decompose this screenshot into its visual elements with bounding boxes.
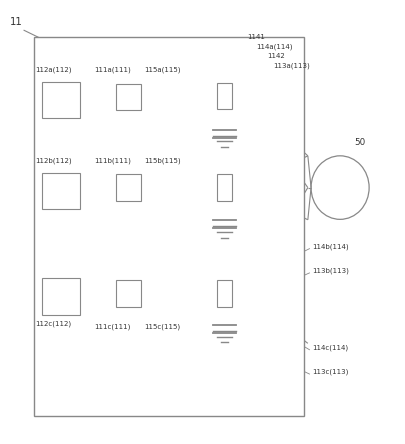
- Text: 114a(114): 114a(114): [256, 43, 292, 50]
- Bar: [42, 82, 80, 118]
- Text: 111a(111): 111a(111): [94, 67, 130, 73]
- Text: 113c(113): 113c(113): [311, 369, 347, 375]
- Text: 114c(114): 114c(114): [311, 345, 347, 351]
- Text: 115b(115): 115b(115): [144, 158, 181, 164]
- Text: 113a(113): 113a(113): [273, 63, 309, 69]
- Text: 115a(115): 115a(115): [144, 67, 181, 73]
- Bar: [217, 83, 232, 110]
- Text: 112a(112): 112a(112): [36, 67, 72, 73]
- Bar: [217, 174, 232, 201]
- Text: 111c(111): 111c(111): [94, 323, 130, 330]
- Text: 1141: 1141: [247, 34, 264, 40]
- Bar: [34, 37, 303, 416]
- Bar: [42, 173, 80, 209]
- Text: 11: 11: [9, 17, 22, 27]
- Text: 112c(112): 112c(112): [36, 320, 72, 327]
- Text: 111b(111): 111b(111): [94, 158, 131, 164]
- Bar: [42, 278, 80, 315]
- Bar: [116, 84, 141, 111]
- Text: 112b(112): 112b(112): [36, 158, 72, 164]
- Text: 113b(113): 113b(113): [311, 267, 348, 274]
- Text: 50: 50: [354, 138, 365, 147]
- Text: 1142: 1142: [267, 53, 285, 59]
- Text: 114b(114): 114b(114): [311, 243, 347, 250]
- Text: 115c(115): 115c(115): [144, 323, 180, 330]
- Bar: [116, 174, 141, 201]
- Bar: [116, 280, 141, 307]
- Bar: [217, 280, 232, 307]
